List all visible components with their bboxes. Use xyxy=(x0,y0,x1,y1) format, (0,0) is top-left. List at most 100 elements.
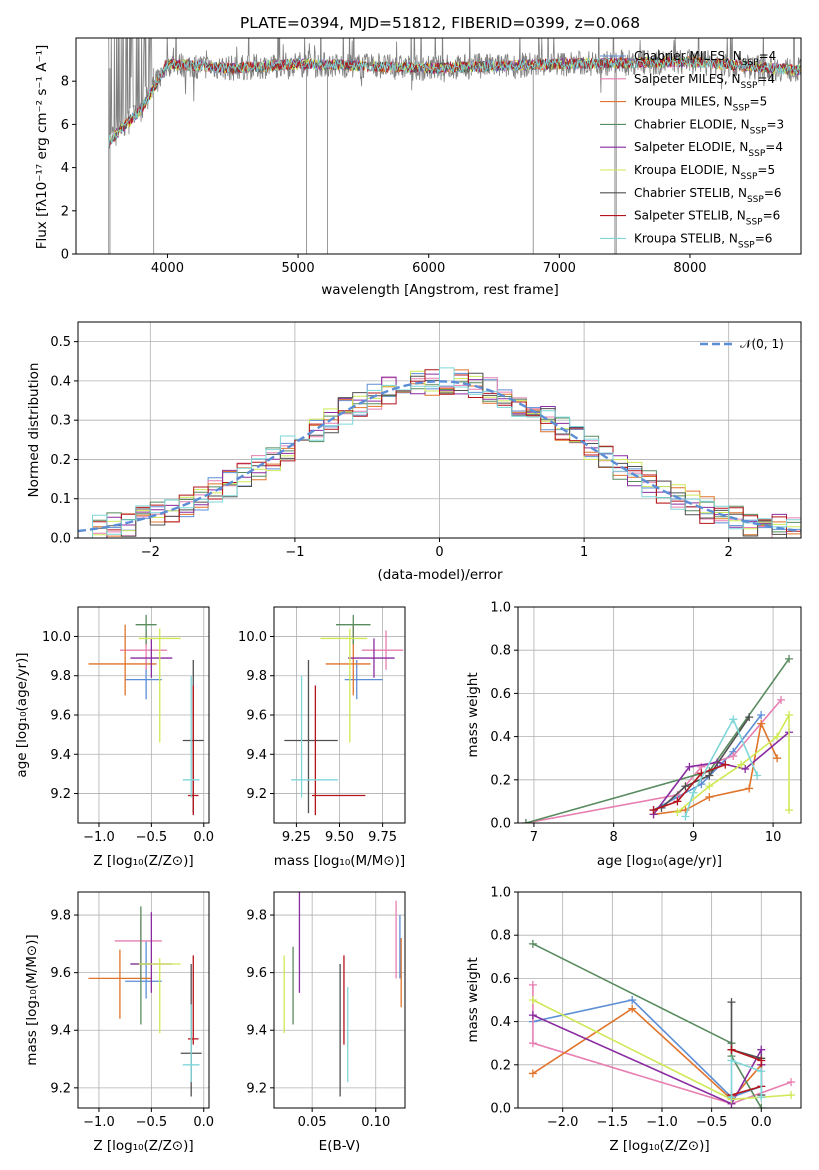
y-tick-label: 0.3 xyxy=(50,414,71,429)
weight-line xyxy=(525,699,782,823)
weight-marker xyxy=(528,980,537,989)
y-tick-label: 1.0 xyxy=(490,886,511,901)
weight-line xyxy=(660,716,750,809)
plot-area xyxy=(108,38,801,254)
weight-line xyxy=(532,999,792,1101)
y-tick-label: 9.2 xyxy=(246,1081,267,1096)
x-tick-label: 0.10 xyxy=(361,1115,390,1130)
y-tick-label: 0.8 xyxy=(490,929,511,944)
weight-line xyxy=(532,1014,763,1105)
y-tick-label: 6 xyxy=(61,118,69,133)
weight-line xyxy=(532,943,762,1108)
residual-histogram xyxy=(78,367,801,538)
y-tick-label: 0.2 xyxy=(50,453,71,468)
spectrum-ylabel: Flux [fλ10⁻¹⁷ erg cm⁻² s⁻¹ A⁻¹] xyxy=(34,45,50,250)
y-tick-label: 9.8 xyxy=(50,909,71,924)
residual-ylabel: Normed distribution xyxy=(26,363,42,498)
legend-entry: Kroupa STELIB, NSSP=6 xyxy=(634,231,772,250)
weight-vs-metallicity-panel: −2.0 −1.5 −1.0 −0.5 0.0 0.0 0.2 0.4 0.6 0.8 1.0 Z [… xyxy=(465,886,802,1154)
weight-marker xyxy=(528,1011,537,1020)
weight-marker xyxy=(785,806,794,815)
spectrum-data-line xyxy=(108,38,801,254)
weight-marker xyxy=(673,797,682,806)
plot-area xyxy=(528,939,796,1108)
legend-entry: 𝒩(0, 1) xyxy=(740,337,784,351)
y-tick-label: 10.0 xyxy=(238,630,267,645)
weight-marker xyxy=(773,732,782,741)
y-tick-label: 1.0 xyxy=(490,601,511,616)
weight-marker xyxy=(705,782,714,791)
weight-marker xyxy=(528,1069,537,1078)
weight-marker xyxy=(757,1045,766,1054)
y-tick-label: 0.2 xyxy=(490,773,511,788)
plot-area xyxy=(521,654,794,823)
y-tick-label: 9.8 xyxy=(246,909,267,924)
weight-line xyxy=(676,714,790,813)
legend-entry: Chabrier ELODIE, NSSP=3 xyxy=(634,117,784,136)
y-axis-label: mass weight xyxy=(465,672,481,757)
legend-entry: Kroupa MILES, NSSP=5 xyxy=(634,95,767,114)
weight-marker xyxy=(753,771,762,780)
y-tick-label: 9.8 xyxy=(50,669,71,684)
weight-marker xyxy=(681,812,690,821)
weight-line xyxy=(684,717,758,817)
plot-area xyxy=(283,892,402,1097)
x-tick-label: 0.0 xyxy=(751,1115,772,1130)
y-tick-label: 8 xyxy=(61,75,69,90)
y-tick-label: 0.6 xyxy=(490,687,511,702)
weight-marker xyxy=(528,939,537,948)
x-tick-label: −2 xyxy=(141,545,160,560)
weight-marker xyxy=(673,808,682,817)
weight-marker xyxy=(777,695,786,704)
axes-frame xyxy=(75,37,802,255)
y-tick-label: 9.4 xyxy=(50,1024,71,1039)
x-tick-label: −1.5 xyxy=(597,1115,629,1130)
axes-frame xyxy=(517,891,802,1109)
weight-marker xyxy=(727,998,736,1007)
y-tick-label: 9.4 xyxy=(50,748,71,763)
weight-line xyxy=(730,1059,763,1098)
weight-marker xyxy=(685,762,694,771)
weight-marker xyxy=(729,715,738,724)
weight-line xyxy=(532,999,762,1099)
y-tick-label: 9.6 xyxy=(246,966,267,981)
y-tick-label: 0.5 xyxy=(50,335,71,350)
weight-marker xyxy=(729,752,738,761)
spectrum-panel: 4000 5000 6000 7000 8000 0 2 4 6 8 wavelength [Ang… xyxy=(34,37,802,298)
x-tick-label: 0.0 xyxy=(193,830,214,845)
y-tick-label: 9.2 xyxy=(50,787,71,802)
x-axis-label: E(B-V) xyxy=(319,1138,361,1154)
x-tick-label: −0.5 xyxy=(696,1115,728,1130)
y-tick-label: 0.4 xyxy=(490,730,511,745)
weight-marker xyxy=(787,1091,796,1100)
weight-marker xyxy=(727,1045,736,1054)
residual-xlabel: (data-model)/error xyxy=(377,567,503,583)
y-tick-label: 0.0 xyxy=(490,1102,511,1117)
x-axis-label: age [log₁₀(age/yr)] xyxy=(597,853,722,869)
y-tick-label: 4 xyxy=(61,161,69,176)
legend-entry: Kroupa ELODIE, NSSP=5 xyxy=(634,163,775,182)
weight-marker xyxy=(785,711,794,719)
y-tick-label: 9.6 xyxy=(246,709,267,724)
weight-marker xyxy=(773,754,782,763)
axes-frame xyxy=(517,606,802,824)
x-tick-label: −0.5 xyxy=(136,830,168,845)
weight-marker xyxy=(528,1039,537,1048)
weight-marker xyxy=(741,765,750,773)
plot-area xyxy=(78,367,801,538)
x-tick-label: 9.25 xyxy=(282,830,311,845)
y-tick-label: 10.0 xyxy=(42,630,71,645)
weight-marker xyxy=(745,784,754,793)
weight-marker xyxy=(757,719,766,728)
x-tick-label: −2.0 xyxy=(547,1115,579,1130)
y-tick-label: 9.2 xyxy=(246,787,267,802)
weight-marker xyxy=(757,1067,766,1076)
axes-frame xyxy=(273,891,406,1109)
weight-marker xyxy=(737,760,746,769)
weight-marker xyxy=(721,760,730,769)
y-axis-label: age [log₁₀(age/yr)] xyxy=(14,652,30,777)
weight-marker xyxy=(681,782,690,791)
age-vs-metallicity-panel: −1.0 −0.5 0.0 9.2 9.4 9.6 9.8 10.0 Z [log₁₀(Z/Z⊙… xyxy=(14,606,214,869)
y-tick-label: 2 xyxy=(61,204,69,219)
weight-line xyxy=(653,763,726,811)
